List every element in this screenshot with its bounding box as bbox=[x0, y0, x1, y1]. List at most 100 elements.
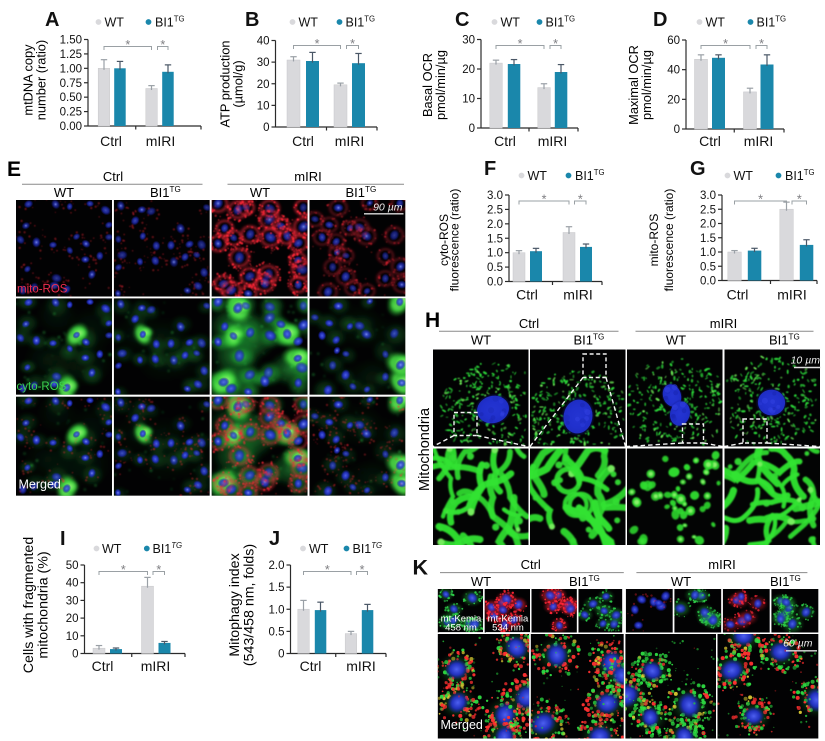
svg-text:mIRI: mIRI bbox=[538, 133, 568, 149]
svg-text:Ctrl: Ctrl bbox=[300, 658, 322, 674]
svg-text:*: * bbox=[360, 563, 365, 577]
svg-text:WT: WT bbox=[471, 574, 491, 589]
svg-text:mIRI: mIRI bbox=[710, 316, 737, 331]
svg-text:Merged: Merged bbox=[441, 718, 483, 732]
svg-text:mIRI: mIRI bbox=[294, 169, 321, 184]
svg-text:0: 0 bbox=[72, 649, 78, 661]
svg-text:1.5: 1.5 bbox=[487, 233, 503, 245]
svg-text:2.0: 2.0 bbox=[487, 219, 503, 231]
svg-text:J: J bbox=[269, 528, 280, 550]
svg-text:1.0: 1.0 bbox=[487, 248, 503, 260]
svg-text:cyto-ROS: cyto-ROS bbox=[437, 214, 451, 266]
svg-text:mIRI: mIRI bbox=[335, 133, 365, 149]
svg-text:Merged: Merged bbox=[19, 478, 61, 492]
svg-text:0.5: 0.5 bbox=[700, 261, 716, 273]
svg-text:60: 60 bbox=[667, 35, 680, 47]
svg-text:0.00: 0.00 bbox=[60, 121, 82, 133]
svg-text:WT: WT bbox=[250, 185, 270, 200]
svg-text:K: K bbox=[413, 556, 429, 580]
svg-text:H: H bbox=[425, 309, 440, 332]
svg-text:D: D bbox=[653, 9, 667, 31]
svg-text:I: I bbox=[60, 528, 66, 550]
svg-text:0.5: 0.5 bbox=[269, 626, 285, 638]
svg-text:WT: WT bbox=[734, 169, 754, 183]
svg-text:*: * bbox=[553, 37, 558, 51]
svg-text:*: * bbox=[121, 563, 126, 577]
svg-text:0.5: 0.5 bbox=[487, 262, 503, 274]
svg-text:Ctrl: Ctrl bbox=[521, 557, 541, 572]
svg-text:mIRI: mIRI bbox=[777, 287, 807, 303]
svg-text:number (ratio): number (ratio) bbox=[34, 40, 49, 120]
svg-text:fluorescence (ratio): fluorescence (ratio) bbox=[448, 189, 462, 292]
svg-text:0: 0 bbox=[674, 124, 680, 136]
svg-text:*: * bbox=[797, 193, 802, 207]
svg-text:ATP production: ATP production bbox=[218, 40, 233, 127]
svg-text:mIRI: mIRI bbox=[744, 133, 774, 149]
svg-text:WT: WT bbox=[706, 16, 726, 30]
svg-text:*: * bbox=[325, 563, 330, 577]
svg-text:*: * bbox=[125, 38, 130, 52]
svg-text:mIRI: mIRI bbox=[346, 658, 376, 674]
svg-text:30: 30 bbox=[257, 57, 270, 69]
svg-text:E: E bbox=[7, 158, 21, 181]
svg-text:WT: WT bbox=[54, 185, 74, 200]
svg-text:2.5: 2.5 bbox=[700, 204, 716, 216]
svg-text:*: * bbox=[759, 37, 764, 51]
svg-text:*: * bbox=[578, 193, 583, 207]
svg-text:2.5: 2.5 bbox=[487, 204, 503, 216]
svg-text:pmol/min/µg: pmol/min/µg bbox=[433, 50, 448, 120]
svg-text:2.0: 2.0 bbox=[700, 219, 716, 231]
svg-text:1.25: 1.25 bbox=[60, 49, 82, 61]
svg-text:1.50: 1.50 bbox=[60, 35, 82, 47]
svg-text:mIRI: mIRI bbox=[563, 287, 593, 303]
svg-text:mt-Kemia: mt-Kemia bbox=[488, 614, 529, 625]
svg-text:G: G bbox=[690, 158, 706, 180]
svg-text:Mitophagy index: Mitophagy index bbox=[227, 553, 243, 656]
svg-text:1.0: 1.0 bbox=[269, 604, 285, 616]
svg-text:10: 10 bbox=[66, 631, 79, 643]
svg-text:pmol/min/µg: pmol/min/µg bbox=[639, 50, 654, 120]
svg-text:30: 30 bbox=[462, 35, 475, 47]
svg-text:Maximal OCR: Maximal OCR bbox=[626, 45, 641, 125]
svg-text:Ctrl: Ctrl bbox=[494, 133, 516, 149]
svg-text:10 µm: 10 µm bbox=[791, 355, 821, 367]
svg-text:WT: WT bbox=[105, 16, 125, 30]
svg-text:2.0: 2.0 bbox=[269, 560, 285, 572]
svg-text:20: 20 bbox=[66, 613, 79, 625]
svg-text:WT: WT bbox=[666, 333, 686, 348]
svg-text:mt-Kemia: mt-Kemia bbox=[441, 614, 482, 625]
svg-text:WT: WT bbox=[309, 542, 329, 556]
svg-text:3.0: 3.0 bbox=[700, 190, 716, 202]
svg-text:0.25: 0.25 bbox=[60, 107, 82, 119]
svg-text:F: F bbox=[484, 158, 496, 180]
svg-text:60 µm: 60 µm bbox=[783, 638, 813, 650]
svg-text:0: 0 bbox=[278, 649, 284, 661]
svg-text:*: * bbox=[160, 38, 165, 52]
svg-text:mIRI: mIRI bbox=[141, 658, 171, 674]
svg-text:fluorescence (ratio): fluorescence (ratio) bbox=[662, 189, 676, 292]
svg-text:mIRI: mIRI bbox=[708, 557, 735, 572]
svg-text:30: 30 bbox=[66, 595, 79, 607]
svg-text:50: 50 bbox=[66, 560, 79, 572]
svg-text:0.50: 0.50 bbox=[60, 92, 82, 104]
svg-text:(543/458 nm, folds): (543/458 nm, folds) bbox=[242, 544, 258, 666]
svg-text:B: B bbox=[245, 9, 259, 31]
svg-text:Ctrl: Ctrl bbox=[92, 658, 114, 674]
svg-text:WT: WT bbox=[501, 16, 521, 30]
svg-text:0.75: 0.75 bbox=[60, 78, 82, 90]
svg-text:Cells with fragmented: Cells with fragmented bbox=[21, 537, 37, 673]
svg-text:0.0: 0.0 bbox=[487, 277, 503, 289]
svg-text:10: 10 bbox=[257, 100, 270, 112]
svg-text:WT: WT bbox=[102, 542, 122, 556]
svg-text:WT: WT bbox=[528, 169, 548, 183]
svg-text:mito-ROS: mito-ROS bbox=[647, 214, 661, 267]
svg-text:Ctrl: Ctrl bbox=[516, 287, 538, 303]
svg-text:20: 20 bbox=[257, 79, 270, 91]
svg-text:Ctrl: Ctrl bbox=[519, 316, 539, 331]
svg-text:Ctrl: Ctrl bbox=[292, 133, 314, 149]
svg-text:40: 40 bbox=[66, 578, 79, 590]
svg-text:Ctrl: Ctrl bbox=[100, 133, 122, 149]
svg-text:(µmol/g): (µmol/g) bbox=[231, 60, 246, 107]
svg-text:mito-ROS: mito-ROS bbox=[17, 284, 68, 296]
svg-text:cyto-ROS: cyto-ROS bbox=[17, 381, 67, 393]
